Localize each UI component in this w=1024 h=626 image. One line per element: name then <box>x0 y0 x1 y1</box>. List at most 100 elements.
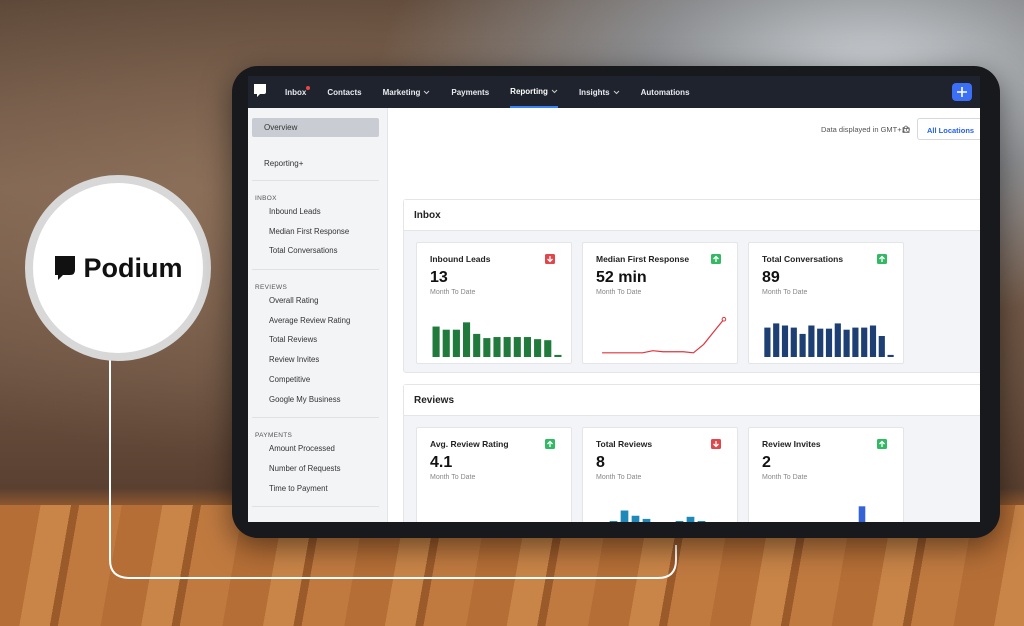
bar <box>773 323 780 357</box>
card-title: Median First Response <box>596 254 690 264</box>
trend-icon <box>877 254 887 264</box>
nav-item[interactable]: Insights <box>579 76 620 108</box>
bar <box>817 328 824 357</box>
bar <box>642 518 651 522</box>
bar <box>432 326 440 357</box>
card: Median First Response 52 min Month To Date <box>582 242 738 364</box>
bar <box>534 339 542 357</box>
sidebar-section-title: INBOX <box>255 195 277 202</box>
bar <box>808 325 815 357</box>
brand-badge: Podium <box>25 175 211 361</box>
chevron-path <box>551 89 558 93</box>
sidebar-section: INBOX Inbound Leads Median First Response T… <box>252 181 379 271</box>
brand-name: Podium <box>83 252 183 283</box>
lock-icon <box>902 125 910 133</box>
sidebar-item[interactable]: Google My Business <box>269 394 341 404</box>
card: Review Invites 2 Month To Date <box>748 427 904 522</box>
card-period: Month To Date <box>762 289 808 296</box>
sidebar-item[interactable]: Average Review Rating <box>269 315 351 325</box>
nav-item[interactable]: Inbox <box>285 76 311 108</box>
bar <box>825 328 833 357</box>
card-value: 89 <box>762 269 780 286</box>
card-period: Month To Date <box>430 289 476 296</box>
location-button[interactable]: All Locations <box>917 118 980 140</box>
sidebar-item[interactable]: Total Conversations <box>269 246 338 256</box>
sidebar-item[interactable]: Overall Rating <box>269 296 319 306</box>
bar <box>513 337 521 357</box>
panel-title: Inbox <box>404 200 980 231</box>
sidebar-section: PAYMENTS Amount Processed Number of Reques… <box>252 418 379 508</box>
nav-badge <box>306 86 311 90</box>
bar <box>554 354 562 357</box>
bar <box>483 338 491 357</box>
bar <box>620 510 629 522</box>
mini-chart <box>602 316 727 354</box>
sidebar-item[interactable]: Review Invites <box>269 355 320 365</box>
mini-chart <box>432 322 562 357</box>
add-button[interactable] <box>952 83 972 101</box>
chevron-path <box>613 90 619 94</box>
card-period: Month To Date <box>596 474 642 481</box>
card-value: 2 <box>762 454 771 471</box>
card-title: Review Invites <box>762 439 821 449</box>
bar <box>843 329 850 357</box>
mini-chart <box>609 510 706 522</box>
trend-arrow <box>879 440 885 447</box>
card-title: Total Conversations <box>762 254 844 264</box>
bar <box>790 327 797 357</box>
bar <box>878 336 885 357</box>
mini-chart <box>858 506 866 522</box>
nav-item[interactable]: Marketing <box>383 76 431 108</box>
nav-label: Marketing <box>382 87 421 97</box>
sidebar-item[interactable]: Number of Requests <box>269 463 341 473</box>
sidebar-section-title: PAYMENTS <box>255 432 293 440</box>
brand-logo <box>54 256 75 280</box>
bar <box>631 515 640 522</box>
nav-label: Contacts <box>327 87 362 97</box>
bar <box>452 329 460 357</box>
nav-item[interactable]: Payments <box>451 76 489 108</box>
bar <box>442 329 450 357</box>
end-dot <box>721 316 727 322</box>
nav-item[interactable]: Reporting <box>510 76 558 108</box>
sidebar-overview[interactable]: Overview <box>252 118 379 137</box>
bar <box>834 323 841 357</box>
card: Inbound Leads 13 Month To Date <box>416 242 572 364</box>
bar <box>799 333 806 357</box>
sidebar-item[interactable]: Inbound Leads <box>269 207 321 216</box>
bar <box>858 506 866 522</box>
bar <box>462 322 471 357</box>
nav-item[interactable]: Contacts <box>327 76 361 108</box>
mini-chart <box>764 323 894 357</box>
trend-arrow <box>713 441 719 448</box>
card-period: Month To Date <box>430 474 476 481</box>
bar <box>686 516 695 522</box>
sidebar-section: REVIEWS Overall Rating Average Review Rati… <box>252 270 379 419</box>
sidebar: Overview Reporting+ INBOX Inbound Leads Me… <box>248 108 388 522</box>
nav-item[interactable]: Automations <box>641 76 690 108</box>
bar <box>493 337 501 357</box>
card: Avg. Review Rating 4.1 Month To Date <box>416 427 572 522</box>
nav-label: Inbox <box>285 87 307 97</box>
panel: Reviews Avg. Review Rating 4.1 Month To Dat… <box>403 384 980 522</box>
chevron <box>613 90 619 94</box>
card-value: 4.1 <box>430 454 453 471</box>
chevron <box>551 89 558 93</box>
sidebar-item[interactable]: Total Reviews <box>269 335 318 345</box>
trend-arrow <box>547 440 553 447</box>
bar <box>869 325 877 357</box>
trend-icon <box>545 254 555 264</box>
sidebar-item[interactable]: Time to Payment <box>269 483 328 493</box>
sidebar-item[interactable]: Competitive <box>269 374 311 384</box>
sidebar-item[interactable]: Amount Processed <box>269 444 335 454</box>
sidebar-item[interactable]: Median First Response <box>269 226 350 236</box>
trend-icon <box>711 439 721 449</box>
bar <box>609 521 618 522</box>
card-period: Month To Date <box>596 289 642 296</box>
card-value: 8 <box>596 454 605 471</box>
screen: Inbox Contacts Marketing Payments Reporting I… <box>248 76 980 522</box>
bar <box>781 325 789 357</box>
bar <box>697 521 706 522</box>
bar <box>544 340 552 357</box>
sidebar-reporting-plus[interactable]: Reporting+ <box>252 137 379 181</box>
